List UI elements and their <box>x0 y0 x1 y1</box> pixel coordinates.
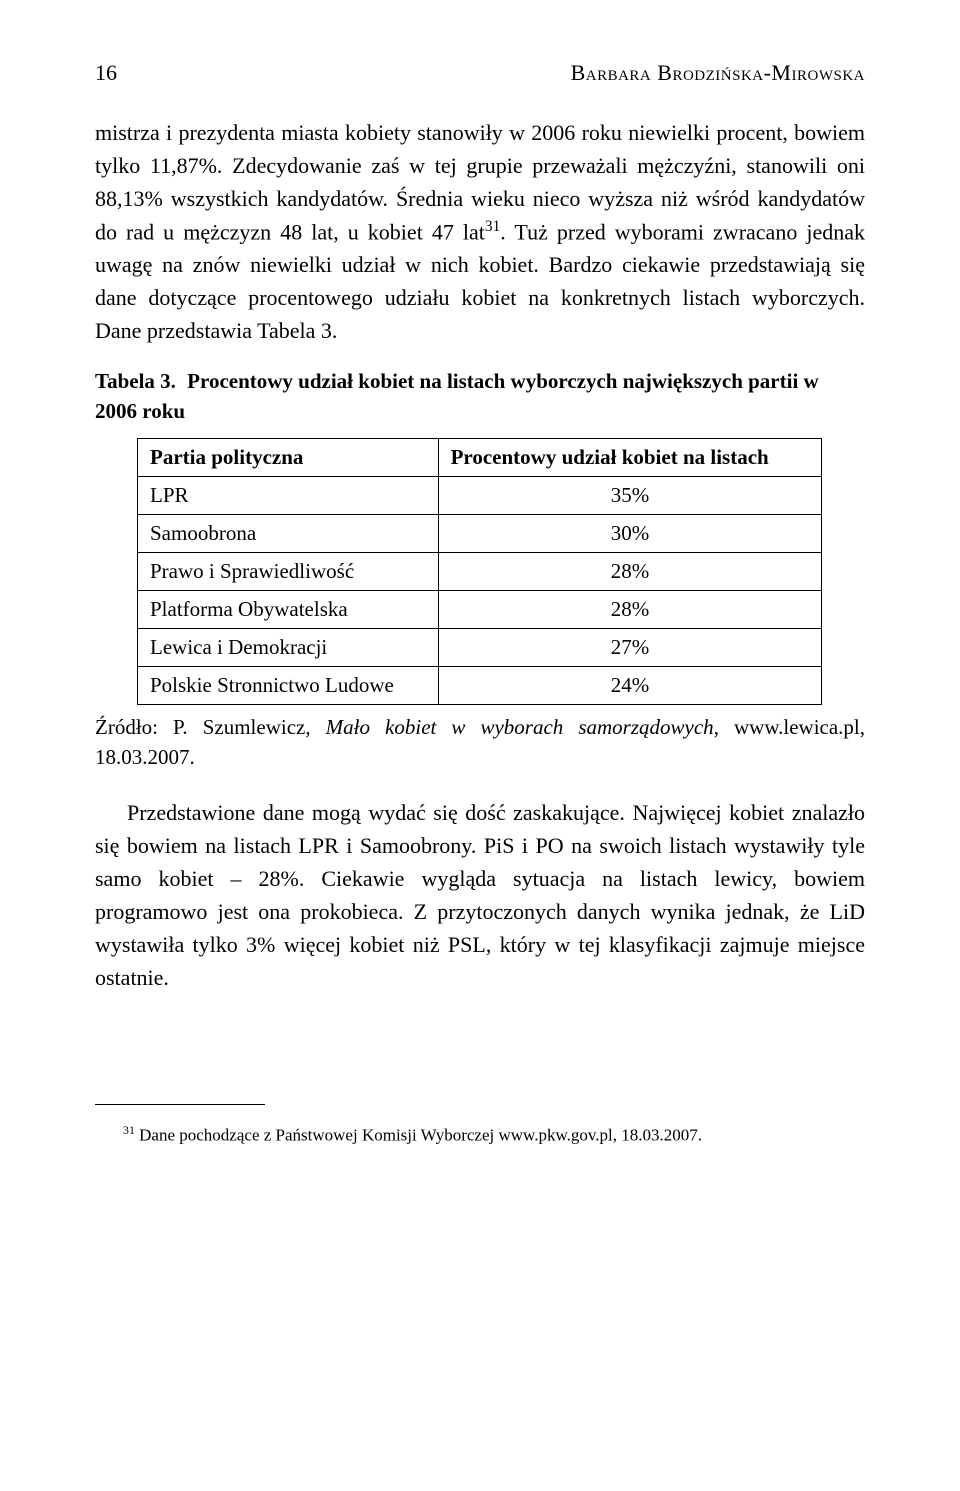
table-cell-value: 28% <box>438 553 822 591</box>
paragraph-2: Przedstawione dane mogą wydać się dość z… <box>95 796 865 994</box>
table-3-caption: Tabela 3. Procentowy udział kobiet na li… <box>95 367 865 426</box>
table-row: Polskie Stronnictwo Ludowe 24% <box>138 667 822 705</box>
table-col-header: Procentowy udział kobiet na listach <box>438 439 822 477</box>
page-container: 16 Barbara Brodzińska-Mirowska mistrza i… <box>0 0 960 1214</box>
source-prefix: Źródło: P. Szumlewicz, <box>95 715 326 739</box>
table-cell-value: 35% <box>438 477 822 515</box>
table-cell-value: 24% <box>438 667 822 705</box>
table-cell-party: Platforma Obywatelska <box>138 591 439 629</box>
footnote-text: Dane pochodzące z Państwowej Komisji Wyb… <box>139 1126 702 1145</box>
table-cell-party: Samoobrona <box>138 515 439 553</box>
table-3: Partia polityczna Procentowy udział kobi… <box>137 438 822 705</box>
footnote-marker: 31 <box>123 1123 135 1137</box>
table-cell-party: Polskie Stronnictwo Ludowe <box>138 667 439 705</box>
table-cell-party: Lewica i Demokracji <box>138 629 439 667</box>
page-header: 16 Barbara Brodzińska-Mirowska <box>95 60 865 86</box>
table-row: Samoobrona 30% <box>138 515 822 553</box>
footnote-ref-31: 31 <box>485 218 500 235</box>
footnote-separator <box>95 1104 265 1105</box>
footnote-31: 31 Dane pochodzące z Państwowej Komisji … <box>95 1122 865 1147</box>
source-italic: Mało kobiet w wyborach samorządowych <box>326 715 714 739</box>
paragraph-1: mistrza i prezydenta miasta kobiety stan… <box>95 116 865 347</box>
table-row: Lewica i Demokracji 27% <box>138 629 822 667</box>
table-col-header: Partia polityczna <box>138 439 439 477</box>
table-cell-value: 30% <box>438 515 822 553</box>
table-3-source: Źródło: P. Szumlewicz, Mało kobiet w wyb… <box>95 713 865 772</box>
table-cell-party: Prawo i Sprawiedliwość <box>138 553 439 591</box>
table-row: LPR 35% <box>138 477 822 515</box>
page-number: 16 <box>95 60 117 86</box>
table-row: Platforma Obywatelska 28% <box>138 591 822 629</box>
table-cell-party: LPR <box>138 477 439 515</box>
table-row: Prawo i Sprawiedliwość 28% <box>138 553 822 591</box>
table-3-label: Tabela 3. <box>95 369 176 393</box>
author-name: Barbara Brodzińska-Mirowska <box>571 60 865 86</box>
table-header-row: Partia polityczna Procentowy udział kobi… <box>138 439 822 477</box>
table-3-caption-text: Procentowy udział kobiet na listach wybo… <box>95 369 819 422</box>
table-cell-value: 27% <box>438 629 822 667</box>
table-cell-value: 28% <box>438 591 822 629</box>
